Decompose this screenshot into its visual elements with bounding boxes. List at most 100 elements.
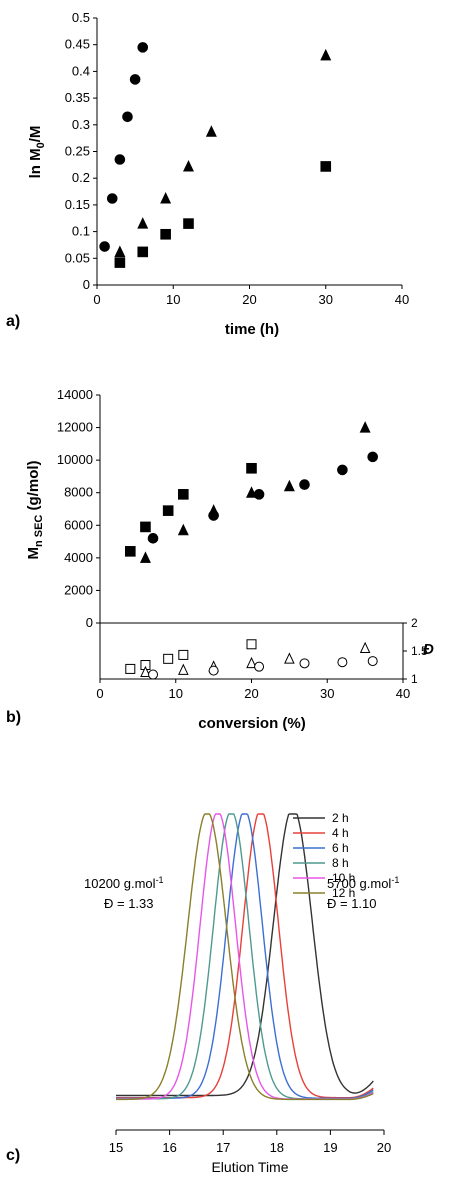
- panel-b-filled-square-point: [246, 462, 257, 474]
- panel-b-y-tick-label: 2000: [64, 582, 93, 597]
- legend-label-2h: 2 h: [332, 811, 349, 825]
- panel-b-filled-square-point: [125, 546, 136, 557]
- annotation-left-mass-text: 10200 g.mol: [84, 876, 156, 891]
- panel-b-y2-tick-label: 1.5: [411, 644, 428, 658]
- panel-b-filled-circle-point: [147, 533, 159, 544]
- panel-a-y-title: ln M0/M: [27, 126, 47, 179]
- panel-b-open-triangle-point: [140, 665, 151, 678]
- panel-a-x-tick-label: 10: [166, 292, 180, 307]
- panel-c-x-ticks: 15 16 17 18 19 20: [109, 1130, 391, 1155]
- panel-a-y-tick-label: 0.5: [72, 10, 90, 25]
- panel-a-circle-point: [114, 154, 126, 165]
- panel-b-y-tick-label: 8000: [64, 485, 93, 500]
- panel-a-markers: [99, 42, 332, 268]
- panel-c-legend: 2 h4 h6 h8 h10 h12 h: [293, 811, 355, 900]
- panel-a-circle-point: [122, 111, 133, 123]
- panel-c-chart: 15 16 17 18 19 20 2 h4 h6 h8 h10 h12 h Elutio…: [6, 811, 399, 1175]
- panel-b-markers: [125, 421, 379, 680]
- panel-c-x-tick-label: 19: [323, 1140, 337, 1155]
- panel-a-square-point: [114, 257, 126, 268]
- panel-a-x-ticks: 0 10 20 30 40: [93, 285, 409, 307]
- panel-b-x-tick-label: 30: [320, 686, 334, 701]
- panel-a-x-tick-label: 20: [242, 292, 256, 307]
- annotation-right-mass-text: 5700 g.mol: [327, 876, 391, 891]
- panel-b-filled-triangle-point: [177, 523, 189, 536]
- panel-b-y-ticks: 0 2000 4000 6000 8000 10000 12000 14000: [57, 387, 100, 630]
- annotation-left-mass: 10200 g.mol-1: [84, 875, 164, 891]
- panel-a-circle-point: [106, 193, 118, 204]
- panel-b-open-triangle-point: [359, 641, 371, 653]
- panel-a-square-point: [137, 246, 149, 258]
- panel-a-triangle-point: [114, 245, 126, 257]
- panel-b-y-title-tail: (g/mol): [25, 460, 42, 514]
- panel-a-y-tick-label: 0.3: [72, 117, 90, 132]
- panel-c-x-tick-label: 18: [270, 1140, 284, 1155]
- panel-b-filled-circle-point: [253, 489, 265, 500]
- panel-a-y-tick-label: 0.1: [72, 224, 90, 239]
- panel-a-x-tick-label: 40: [395, 292, 409, 307]
- panel-b-y2-title: Đ: [423, 641, 434, 658]
- panel-b-x-tick-label: 0: [96, 686, 103, 701]
- panel-b-y2-ticks: 11.52: [403, 616, 428, 686]
- panel-a-x-tick-label: 30: [319, 292, 333, 307]
- panel-a-x-tick-label: 0: [93, 292, 100, 307]
- panel-a-circle-point: [137, 42, 149, 53]
- panel-a-square-point: [160, 228, 171, 240]
- panel-b-open-square-point: [178, 649, 189, 660]
- elution-curve-12h: [116, 813, 374, 1101]
- panel-b-label: b): [6, 709, 21, 726]
- panel-b-open-circle-point: [337, 657, 348, 668]
- annotation-right-exp: -1: [391, 875, 399, 885]
- panel-b-filled-square-point: [178, 489, 189, 500]
- annotation-left-dispersity: Đ = 1.33: [104, 896, 154, 911]
- panel-a-square-point: [320, 161, 332, 172]
- legend-label-4h: 4 h: [332, 826, 349, 840]
- panel-a-y-tick-label: 0.2: [72, 170, 90, 185]
- panel-b-open-circle-point: [299, 658, 310, 669]
- panel-b-open-circle-point: [148, 669, 159, 680]
- panel-b-filled-triangle-point: [359, 421, 371, 433]
- panel-b-open-triangle-point: [246, 656, 257, 669]
- legend-label-12h: 12 h: [332, 886, 355, 900]
- panel-b-open-circle-point: [254, 661, 265, 672]
- panel-b-filled-square-point: [140, 521, 151, 533]
- panel-b-x-title: conversion (%): [198, 715, 306, 732]
- panel-b-x-ticks: 0 10 20 30 40: [96, 679, 410, 701]
- panel-b-open-circle-point: [208, 665, 219, 676]
- panel-a-y-tick-label: 0.4: [72, 63, 90, 78]
- panel-b-y-tick-label: 14000: [57, 387, 93, 402]
- panel-c-x-tick-label: 16: [162, 1140, 176, 1155]
- legend-label-6h: 6 h: [332, 841, 349, 855]
- panel-c-curves: [116, 813, 374, 1101]
- panel-a-y-tick-label: 0.45: [65, 37, 90, 52]
- legend-label-8h: 8 h: [332, 856, 349, 870]
- panel-c-x-tick-label: 17: [216, 1140, 230, 1155]
- panel-a-y-tick-label: 0: [83, 277, 90, 292]
- panel-b-filled-triangle-point: [139, 551, 151, 563]
- panel-a-triangle-point: [160, 192, 172, 204]
- panel-b-y2-tick-label: 2: [411, 616, 418, 630]
- annotation-right-dispersity: Đ = 1.10: [327, 896, 377, 911]
- panel-b-open-square-point: [246, 639, 257, 650]
- panel-b-open-square-point: [125, 663, 136, 674]
- panel-a-triangle-point: [183, 160, 194, 172]
- panel-b-open-triangle-point: [284, 652, 295, 664]
- panel-b-y-title-main: M: [25, 547, 42, 560]
- panel-b-filled-square-point: [162, 505, 174, 516]
- panel-a-triangle-point: [320, 48, 332, 61]
- panel-a-y-title-tail: /M: [27, 126, 44, 143]
- panel-a-y-title-main: ln M: [27, 148, 44, 178]
- panel-a-y-ticks: 0 0.05 0.1 0.15 0.2 0.25 0.3 0.35 0.4 0.45 0.5: [65, 10, 97, 292]
- panel-a-y-tick-label: 0.25: [65, 144, 90, 159]
- panel-a-circle-point: [129, 74, 141, 85]
- panel-c-label: c): [6, 1147, 20, 1164]
- panel-b-y-title-sub: n SEC: [33, 515, 45, 547]
- panel-a-triangle-point: [137, 217, 149, 229]
- annotation-right-mass: 5700 g.mol-1: [327, 875, 399, 891]
- panel-a-triangle-point: [205, 125, 217, 137]
- panel-b-filled-triangle-point: [283, 479, 295, 492]
- panel-b-x-tick-label: 10: [169, 686, 183, 701]
- panel-a-y-tick-label: 0.15: [65, 197, 90, 212]
